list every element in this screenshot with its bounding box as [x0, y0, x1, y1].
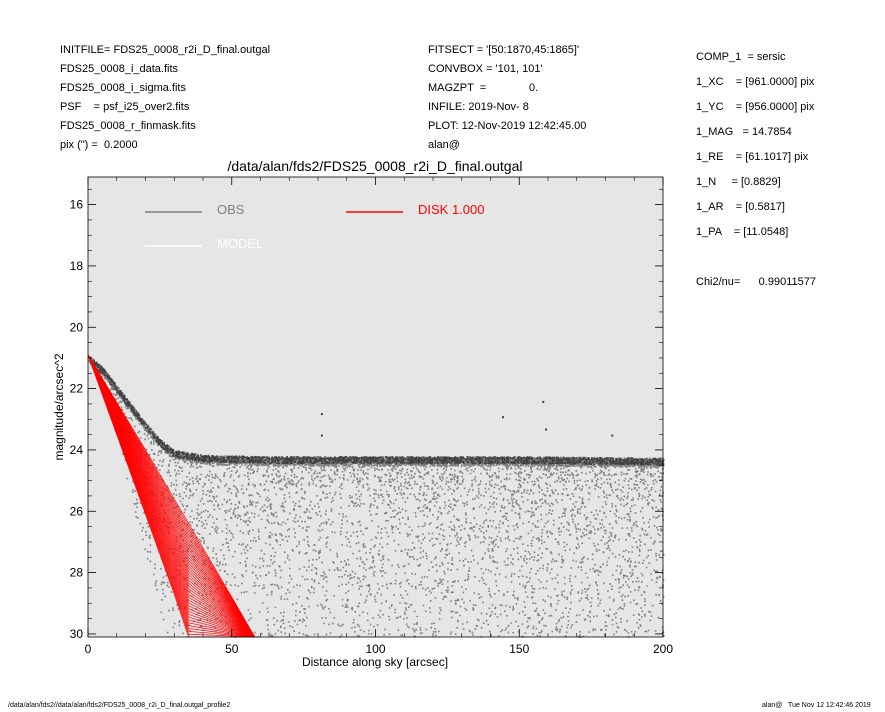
- legend-obs-label: OBS: [217, 202, 245, 217]
- data-file-label: FDS25_0008_i_data.fits: [60, 63, 179, 75]
- x-tick-label: 150: [509, 642, 529, 656]
- mask-file-label: FDS25_0008_r_finmask.fits: [60, 120, 196, 132]
- legend-model-label: MODEL: [217, 236, 263, 251]
- user-label: alan@: [428, 139, 460, 151]
- magzpt-label: MAGZPT = 0.: [428, 82, 539, 94]
- yc-label: 1_YC = [956.0000] pix: [696, 101, 815, 113]
- disk-line: [87, 354, 261, 638]
- x-tick-label: 200: [653, 642, 673, 656]
- x-axis-label: Distance along sky [arcsec]: [302, 655, 448, 669]
- disk-line: [87, 354, 261, 638]
- footer-timestamp: alan@ Tue Nov 12 12:42:46 2019: [762, 702, 871, 709]
- disk-line: [87, 354, 261, 638]
- disk-line: [87, 354, 261, 638]
- pixel-scale-label: pix (") = 0.2000: [60, 139, 138, 151]
- outlier-point: [542, 400, 545, 403]
- x-tick-label: 50: [225, 642, 239, 656]
- x-tick-label: 100: [365, 642, 385, 656]
- y-tick-label: 30: [70, 627, 84, 641]
- axis-ticks: 0 50 100 150 200 16 18 20 22 24 26 28 30: [70, 177, 673, 656]
- footer-path: /data/alan/fds2//data/alan/fds2/FDS25_00…: [8, 702, 231, 709]
- position-angle-label: 1_PA = [11.0548]: [696, 226, 789, 238]
- legend-disk-label: DISK 1.000: [418, 202, 485, 217]
- obs-outliers: [320, 400, 614, 437]
- disk-line: [87, 354, 261, 638]
- re-label: 1_RE = [61.1017] pix: [696, 151, 809, 163]
- y-tick-label: 20: [70, 320, 84, 334]
- outlier-point: [545, 428, 548, 431]
- mag-label: 1_MAG = 14.7854: [696, 126, 792, 138]
- outlier-point: [320, 413, 323, 416]
- initfile-label: INITFILE= FDS25_0008_r2i_D_final.outgal: [60, 44, 271, 56]
- disk-line: [87, 354, 261, 638]
- y-tick-label: 24: [70, 443, 84, 457]
- disk-line: [87, 354, 261, 638]
- axis-ratio-label: 1_AR = [0.5817]: [696, 201, 785, 213]
- y-tick-label: 22: [70, 382, 84, 396]
- disk-line: [87, 354, 261, 638]
- fitsect-label: FITSECT = '[50:1870,45:1865]': [428, 44, 580, 56]
- y-axis-label: magnitude/arcsec^2: [52, 353, 66, 460]
- legend: OBS MODEL DISK 1.000: [145, 202, 485, 251]
- outlier-point: [502, 416, 504, 419]
- chi2-label: Chi2/nu= 0.99011577: [696, 276, 816, 288]
- psf-file-label: PSF = psf_i25_over2.fits: [60, 101, 190, 113]
- y-tick-label: 28: [70, 566, 84, 580]
- disk-line: [87, 354, 261, 638]
- x-tick-label: 0: [85, 642, 92, 656]
- y-tick-label: 16: [70, 198, 84, 212]
- sigma-file-label: FDS25_0008_i_sigma.fits: [60, 82, 186, 94]
- comp-type-label: COMP_1 = sersic: [696, 51, 786, 63]
- disk-line: [87, 354, 261, 638]
- disk-line: [87, 354, 261, 638]
- outlier-point: [320, 434, 323, 437]
- disk-line: [87, 354, 261, 638]
- convbox-label: CONVBOX = '101, 101': [428, 63, 543, 75]
- disk-line: [87, 354, 261, 638]
- outlier-point: [611, 434, 614, 437]
- y-tick-label: 26: [70, 504, 84, 518]
- y-tick-label: 18: [70, 259, 84, 273]
- disk-line: [87, 354, 261, 638]
- disk-line: [87, 354, 261, 638]
- plot-date-label: PLOT: 12-Nov-2019 12:42:45.00: [428, 120, 587, 132]
- xc-label: 1_XC = [961.0000] pix: [696, 76, 815, 88]
- infile-date-label: INFILE: 2019-Nov- 8: [428, 101, 529, 113]
- disk-line: [87, 354, 261, 638]
- chart-title: /data/alan/fds2/FDS25_0008_r2i_D_final.o…: [228, 158, 523, 174]
- sersic-n-label: 1_N = [0.8829]: [696, 176, 781, 188]
